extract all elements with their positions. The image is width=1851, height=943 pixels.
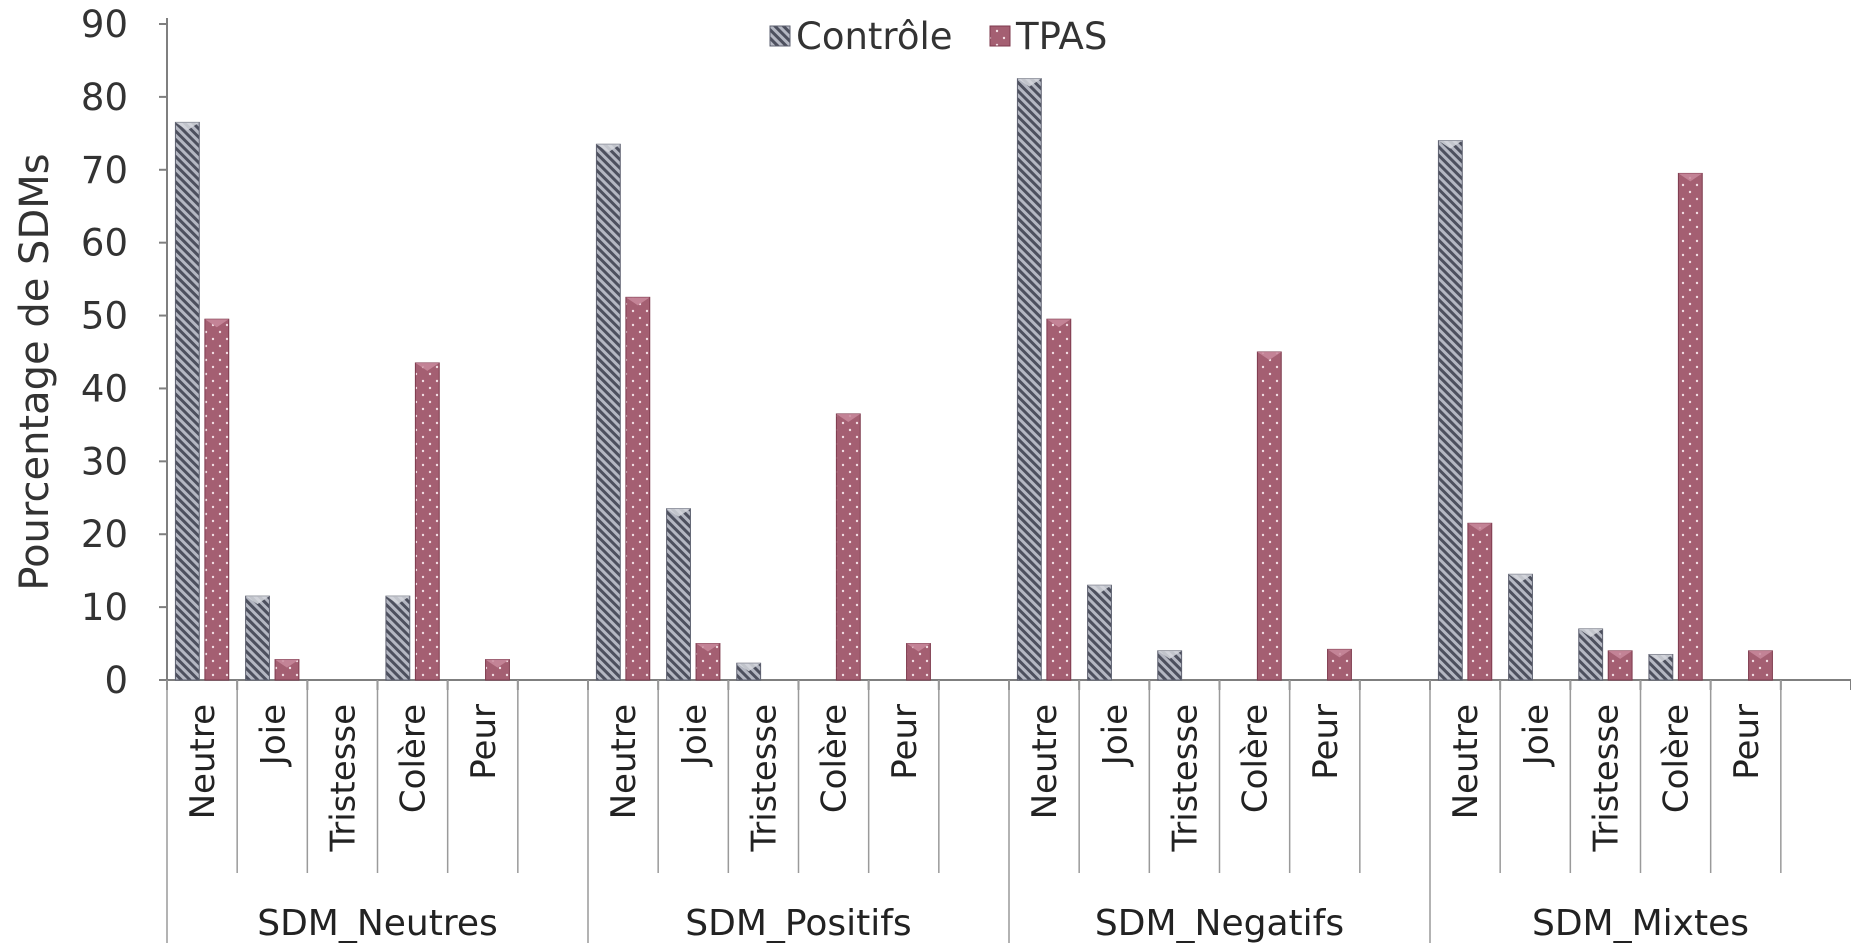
category-label: Peur	[464, 704, 504, 780]
category-label: Neutre	[1025, 704, 1065, 819]
category-label: Joie	[1516, 704, 1556, 767]
bar-controle	[595, 143, 621, 681]
bar-tpas	[204, 318, 230, 681]
bar-controle	[1016, 78, 1042, 681]
category-label: Neutre	[604, 704, 644, 819]
bar-cap	[696, 643, 720, 652]
y-tick-label: 10	[81, 586, 128, 629]
y-tick-label: 70	[81, 149, 128, 192]
category-label: Neutre	[183, 704, 223, 819]
bar-controle	[1087, 584, 1112, 681]
bar-tpas	[1256, 351, 1282, 681]
legend-swatch-tpas	[989, 25, 1011, 47]
y-tick-label: 80	[81, 76, 128, 119]
bar-controle	[174, 121, 200, 681]
group-label: SDM_Mixtes	[1532, 903, 1749, 943]
category-label: Tristesse	[1586, 704, 1626, 853]
category-label: Colère	[815, 704, 855, 813]
y-tick-label: 20	[81, 513, 128, 556]
bar-cap	[1508, 574, 1533, 583]
bar-cap	[1046, 319, 1071, 328]
legend-label-controle: Contrôle	[796, 15, 953, 58]
bar-cap	[1467, 523, 1492, 532]
bar-cap	[415, 362, 440, 371]
category-label: Peur	[1306, 704, 1346, 780]
bar-controle	[1508, 573, 1533, 681]
category-label: Colère	[1236, 704, 1276, 813]
bar-cap	[1678, 173, 1703, 182]
category-label: Joie	[253, 704, 293, 767]
bar-cap	[485, 659, 510, 668]
bar-cap	[625, 297, 650, 306]
category-label: Neutre	[1446, 704, 1486, 819]
bar-controle	[666, 508, 691, 681]
bar-controle	[1437, 140, 1463, 681]
bar-tpas	[1677, 172, 1703, 681]
y-tick-label: 30	[81, 440, 128, 483]
bar-cap	[666, 508, 691, 517]
bar-cap	[1087, 585, 1112, 594]
bar-cap	[906, 643, 931, 652]
category-label: Joie	[674, 704, 714, 767]
bar-cap	[1257, 352, 1282, 360]
bar-cap	[1017, 78, 1042, 87]
y-tick-label: 50	[81, 295, 128, 338]
bar-cap	[1648, 654, 1673, 663]
bar-cap	[385, 596, 410, 605]
bar-cap	[1578, 628, 1603, 637]
bar-cap	[245, 596, 270, 605]
bar-cap	[275, 659, 299, 668]
bar-cap	[596, 144, 621, 153]
bar-cap	[175, 122, 200, 131]
bar-cap	[1327, 649, 1352, 658]
bar-cap	[836, 413, 861, 422]
category-label: Joie	[1095, 704, 1135, 767]
category-label: Tristesse	[323, 704, 363, 853]
bar-cap	[1157, 650, 1182, 659]
legend-swatch-controle	[769, 25, 791, 47]
bar-cap	[1748, 650, 1773, 659]
bar-controle	[385, 595, 411, 681]
bar-tpas	[1046, 318, 1072, 681]
y-tick-label: 40	[81, 367, 128, 410]
y-tick-label: 0	[104, 659, 128, 702]
category-label: Peur	[885, 704, 925, 780]
group-label: SDM_Neutres	[257, 903, 498, 943]
bar-cap	[1438, 140, 1463, 149]
y-axis-title: Pourcentage de SDMs	[12, 153, 58, 590]
group-label: SDM_Positifs	[685, 903, 911, 943]
y-tick-label: 60	[81, 222, 128, 265]
bar-cap	[204, 319, 229, 328]
bar-cap	[1608, 650, 1633, 659]
category-label: Tristesse	[744, 704, 784, 853]
y-tick-label: 90	[81, 3, 128, 46]
category-label: Colère	[1657, 704, 1697, 813]
bar-tpas	[835, 413, 861, 681]
bar-tpas	[1467, 522, 1493, 681]
legend-label-tpas: TPAS	[1015, 15, 1107, 58]
group-label: SDM_Negatifs	[1095, 903, 1344, 943]
category-label: Colère	[394, 704, 434, 813]
bar-tpas	[625, 296, 651, 681]
bar-cap	[736, 663, 761, 672]
category-label: Tristesse	[1165, 704, 1205, 853]
bar-tpas	[414, 362, 440, 681]
category-label: Peur	[1727, 704, 1767, 780]
bar-controle	[245, 595, 270, 681]
